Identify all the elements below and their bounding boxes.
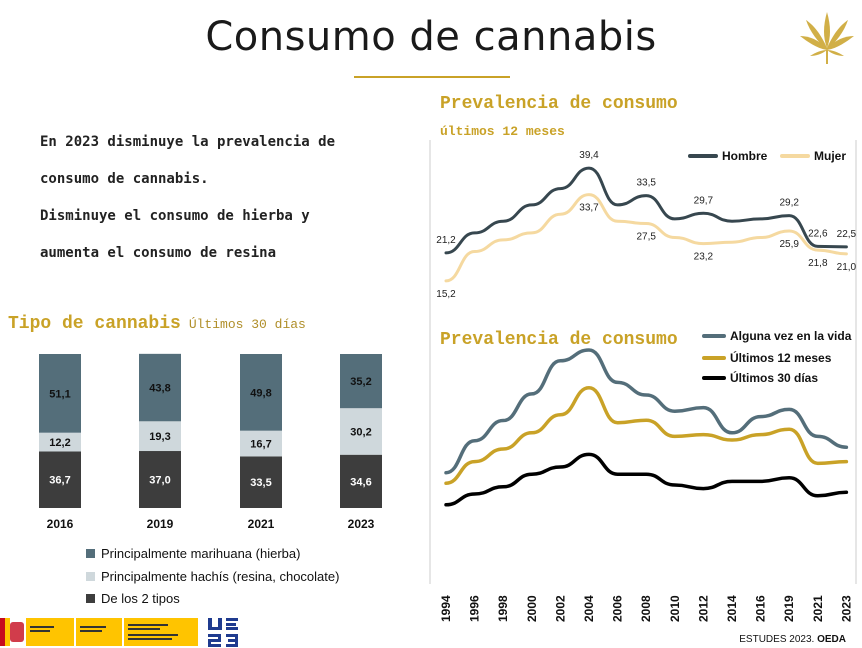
legend-label: Mujer xyxy=(814,149,846,163)
bar-segment xyxy=(39,354,81,433)
data-label: 27,5 xyxy=(636,232,656,243)
intro-line: Disminuye el consumo de hierba y xyxy=(40,208,310,224)
intro-line: aumenta el consumo de resina xyxy=(40,245,277,261)
line-chart-sex: 21,2 39,4 33,5 29,7 29,2 22,6 22,5 15,2 33,7 27,5… xyxy=(429,140,857,330)
stacked-bar-chart: 36,7 12,2 51,1 2016 37,0 19,3 43,8 2019 33,5 16,7… xyxy=(39,353,382,531)
bar-value-label: 36,7 xyxy=(49,475,70,487)
series-line xyxy=(444,166,848,255)
line-chart-period: 1994 1996 1998 2000 2002 2004 2006 2008 2010 2012… xyxy=(429,322,857,622)
x-tick-label: 2016 xyxy=(754,595,768,622)
intro-line: En 2023 disminuye la prevalencia de xyxy=(40,134,336,150)
series-line xyxy=(444,386,849,485)
chart1-title: Tipo de cannabis xyxy=(8,314,181,334)
source-note: ESTUDES 2023. OEDA xyxy=(739,634,846,645)
eu-presidency-logo xyxy=(208,618,238,647)
legend-label: De los 2 tipos xyxy=(101,591,180,606)
bar-value-label: 49,8 xyxy=(250,387,271,399)
x-tick-label: 2004 xyxy=(582,595,596,622)
bar-value-label: 37,0 xyxy=(149,475,170,487)
x-tick-label: 2008 xyxy=(639,595,653,622)
x-tick-label: 2012 xyxy=(696,595,710,622)
bar-segment xyxy=(340,454,382,508)
legend-label: Principalmente hachís (resina, chocolate… xyxy=(101,569,340,584)
bar-segment xyxy=(240,354,282,431)
series-line xyxy=(444,193,848,283)
x-tick-label: 2019 xyxy=(147,517,174,531)
bar-value-label: 16,7 xyxy=(250,439,271,451)
x-tick-label: 2021 xyxy=(248,517,275,531)
x-tick-label: 2002 xyxy=(553,595,567,622)
x-tick-label: 2021 xyxy=(811,595,825,622)
x-tick-label: 2010 xyxy=(668,595,682,622)
bar-segment xyxy=(39,432,81,452)
series-line xyxy=(444,348,849,475)
x-tick-label: 2006 xyxy=(611,595,625,622)
legend-label: Alguna vez en la vida xyxy=(730,329,852,343)
data-label: 29,2 xyxy=(779,198,799,209)
bar-segment xyxy=(139,451,181,508)
data-label: 15,2 xyxy=(436,289,456,300)
bar-segment xyxy=(139,353,181,422)
bar-value-label: 43,8 xyxy=(149,383,170,395)
x-tick-label: 1998 xyxy=(496,595,510,622)
government-logo xyxy=(0,618,198,646)
x-tick-label: 1994 xyxy=(439,595,453,622)
data-label: 21,2 xyxy=(436,235,456,246)
bar-value-label: 35,2 xyxy=(350,376,371,388)
bar-segment xyxy=(340,354,382,409)
data-label: 29,7 xyxy=(694,195,714,206)
cannabis-leaf-icon xyxy=(800,12,854,64)
legend-swatch xyxy=(86,572,95,581)
bar-value-label: 19,3 xyxy=(149,431,170,443)
bar-segment xyxy=(39,451,81,508)
bar-segment xyxy=(240,430,282,457)
intro-text: En 2023 disminuye la prevalencia de cons… xyxy=(40,128,400,276)
x-tick-label: 2000 xyxy=(525,595,539,622)
chart1-heading: Tipo de cannabis Últimos 30 días xyxy=(8,314,306,334)
chart1-subtitle: Últimos 30 días xyxy=(188,317,306,332)
data-label: 23,2 xyxy=(694,252,714,263)
x-tick-label: 2023 xyxy=(839,595,853,622)
source-text: ESTUDES 2023. xyxy=(739,634,815,645)
x-tick-label: 2014 xyxy=(725,595,739,622)
legend-swatch xyxy=(86,594,95,603)
x-tick-label: 1996 xyxy=(468,595,482,622)
chart2-title: Prevalencia de consumo xyxy=(440,94,678,114)
data-label: 39,4 xyxy=(579,150,599,161)
bar-value-label: 33,5 xyxy=(250,477,271,489)
data-label: 25,9 xyxy=(779,239,799,250)
data-label: 21,0 xyxy=(837,262,857,273)
legend-label: Últimos 12 meses xyxy=(730,350,832,365)
data-label: 33,7 xyxy=(579,203,599,214)
data-label: 33,5 xyxy=(636,178,656,189)
legend-label: Principalmente marihuana (hierba) xyxy=(101,546,301,561)
legend-item: Principalmente hachís (resina, chocolate… xyxy=(86,569,339,584)
bar-value-label: 51,1 xyxy=(49,388,70,400)
chart3-title: Prevalencia de consumo xyxy=(440,330,678,350)
bar-segment xyxy=(240,456,282,508)
legend-item: Principalmente marihuana (hierba) xyxy=(86,546,300,561)
source-org: OEDA xyxy=(817,634,846,645)
data-label: 21,8 xyxy=(808,258,828,269)
bar-segment xyxy=(139,421,181,452)
bar-value-label: 30,2 xyxy=(350,426,371,438)
intro-line: consumo de cannabis. xyxy=(40,171,209,187)
data-label: 22,6 xyxy=(808,228,828,239)
legend-label: Hombre xyxy=(722,149,768,163)
legend-swatch xyxy=(86,549,95,558)
page-title: Consumo de cannabis xyxy=(205,14,657,60)
x-tick-label: 2019 xyxy=(782,595,796,622)
data-label: 22,5 xyxy=(837,229,857,240)
x-tick-label: 2016 xyxy=(47,517,74,531)
bar-value-label: 34,6 xyxy=(350,476,371,488)
title-underline xyxy=(354,76,510,78)
bar-segment xyxy=(340,408,382,455)
series-line xyxy=(444,452,849,507)
legend-item: De los 2 tipos xyxy=(86,591,180,606)
x-tick-label: 2023 xyxy=(348,517,375,531)
legend-label: Últimos 30 días xyxy=(730,370,818,385)
chart2-subtitle: últimos 12 meses xyxy=(440,124,565,139)
bar-value-label: 12,2 xyxy=(49,437,70,449)
